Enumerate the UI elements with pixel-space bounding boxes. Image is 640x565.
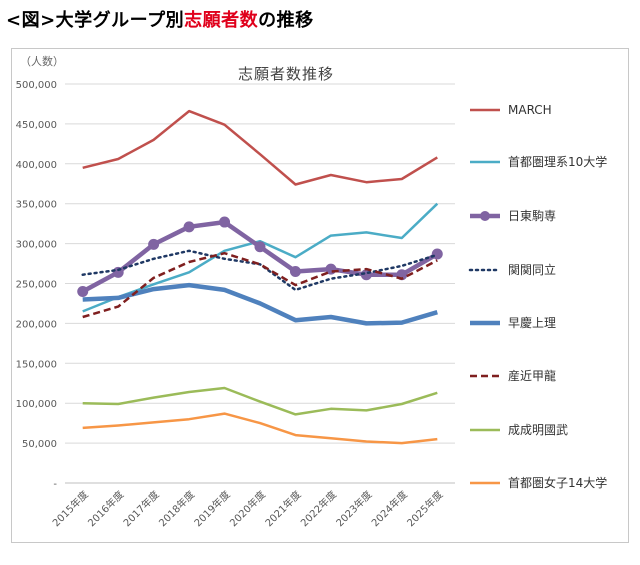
- y-tick-label: 450,000: [16, 120, 57, 131]
- series-line: [82, 109, 438, 186]
- y-tick-label: 100,000: [16, 399, 57, 410]
- data-point: [289, 266, 301, 278]
- data-point: [112, 266, 124, 278]
- x-tick-label: 2025年度: [404, 488, 445, 529]
- legend-label: 産近甲龍: [508, 368, 556, 383]
- data-point: [254, 241, 266, 253]
- heading-highlight: 志願者数: [184, 10, 259, 31]
- y-tick-label: 500,000: [16, 80, 57, 91]
- chart-frame: [11, 48, 629, 543]
- chart-title: 志願者数推移: [237, 65, 334, 83]
- x-tick-label: 2023年度: [333, 488, 374, 529]
- legend-label: 首都圏理系10大学: [508, 154, 607, 169]
- series-line: [82, 412, 438, 445]
- y-tick-label: -: [53, 479, 57, 490]
- x-tick-label: 2024年度: [369, 488, 410, 529]
- legend-label: 関関同立: [508, 262, 556, 277]
- page-heading: <図>大学グループ別志願者数の推移: [6, 6, 314, 32]
- y-tick-label: 50,000: [22, 439, 57, 450]
- y-tick-label: 400,000: [16, 160, 57, 171]
- heading-suffix: の推移: [258, 10, 314, 31]
- series-line: [81, 219, 439, 294]
- heading-prefix: <図>大学グループ別: [6, 10, 185, 31]
- x-tick-label: 2022年度: [298, 488, 339, 529]
- series-line: [82, 386, 438, 416]
- legend-label: 首都圏女子14大学: [508, 475, 607, 490]
- x-tick-label: 2020年度: [227, 488, 268, 529]
- legend-label: 成成明國武: [508, 423, 568, 437]
- x-tick-label: 2017年度: [120, 488, 161, 529]
- legend-label: 日東駒専: [508, 209, 556, 223]
- y-tick-label: 350,000: [16, 200, 57, 211]
- y-tick-label: 250,000: [16, 280, 57, 291]
- data-point: [77, 285, 89, 297]
- data-point: [431, 248, 443, 260]
- series-line: [82, 251, 438, 319]
- data-point: [183, 221, 195, 233]
- legend-label: MARCH: [508, 103, 552, 117]
- data-point: [148, 238, 160, 250]
- x-tick-label: 2021年度: [262, 488, 303, 529]
- data-point: [219, 216, 231, 228]
- x-tick-label: 2019年度: [191, 488, 232, 529]
- legend-label: 早慶上理: [508, 316, 556, 330]
- x-tick-label: 2015年度: [50, 488, 91, 529]
- x-tick-label: 2016年度: [85, 488, 126, 529]
- x-tick-label: 2018年度: [156, 488, 197, 529]
- series-line: [81, 249, 439, 292]
- y-axis-unit-label: （人数）: [20, 55, 64, 68]
- legend-marker: [480, 211, 490, 221]
- series-line: [82, 282, 438, 326]
- y-tick-label: 200,000: [16, 319, 57, 330]
- y-tick-label: 150,000: [16, 359, 57, 370]
- y-tick-label: 300,000: [16, 240, 57, 251]
